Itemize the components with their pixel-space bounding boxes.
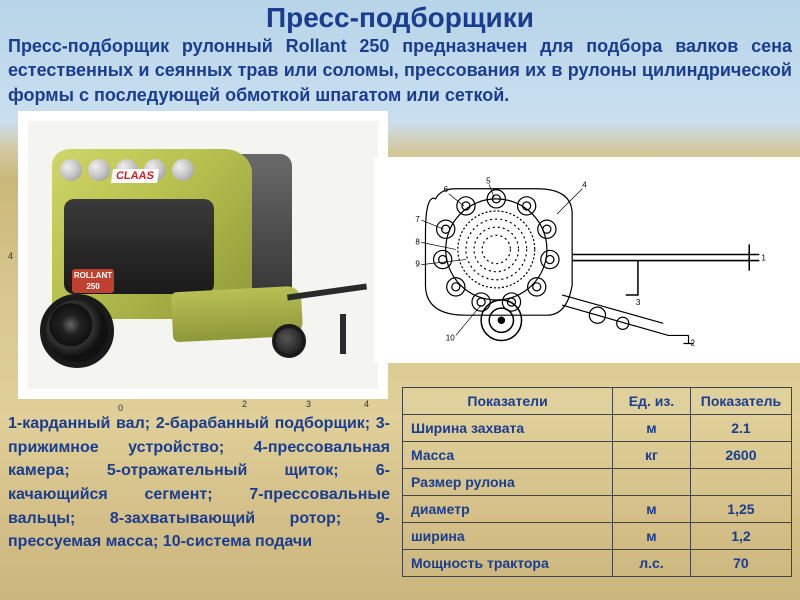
th-value: Показатель [690, 387, 791, 414]
table-row: диаметрм1,25 [403, 495, 792, 522]
axis-x3-label: 4 [364, 399, 369, 409]
spec-table: Показатели Ед. из. Показатель Ширина зах… [402, 387, 792, 577]
diagram-frame: 1 2 3 4 5 6 7 8 9 10 [374, 157, 800, 363]
table-row: Мощность тракторал.с.70 [403, 549, 792, 576]
th-indicator: Показатели [403, 387, 613, 414]
svg-text:7: 7 [415, 215, 420, 224]
cell-unit: кг [613, 441, 691, 468]
model-badge: ROLLANT250 [72, 269, 114, 293]
cell-value: 70 [690, 549, 791, 576]
table-row: ширинам1,2 [403, 522, 792, 549]
svg-text:3: 3 [636, 298, 641, 307]
svg-text:8: 8 [415, 238, 420, 247]
cell-label: Размер рулона [403, 468, 613, 495]
cell-unit: м [613, 495, 691, 522]
cell-value: 1,2 [690, 522, 791, 549]
axis-x1-label: 2 [242, 399, 247, 409]
cell-value: 1,25 [690, 495, 791, 522]
baler-photo: CLAAS ROLLANT250 [28, 121, 378, 389]
svg-text:10: 10 [445, 334, 454, 343]
cell-label: Ширина захвата [403, 414, 613, 441]
axis-y-label: 4 [8, 251, 13, 261]
brand-logo: CLAAS [111, 169, 159, 183]
table-row: Размер рулона [403, 468, 792, 495]
cell-unit: м [613, 414, 691, 441]
th-unit: Ед. из. [613, 387, 691, 414]
cell-label: Масса [403, 441, 613, 468]
table-row: Ширина захватам2.1 [403, 414, 792, 441]
axis-x2-label: 3 [306, 399, 311, 409]
diagram-legend: 1-карданный вал; 2-барабанный подборщик;… [8, 412, 390, 554]
cell-value [690, 468, 791, 495]
cell-label: диаметр [403, 495, 613, 522]
cell-unit: л.с. [613, 549, 691, 576]
intro-text: Пресс-подборщик рулонный Rollant 250 пре… [0, 34, 800, 107]
cell-unit [613, 468, 691, 495]
cell-label: Мощность трактора [403, 549, 613, 576]
svg-text:1: 1 [761, 254, 766, 263]
table-header-row: Показатели Ед. из. Показатель [403, 387, 792, 414]
svg-text:2: 2 [690, 339, 695, 348]
cell-value: 2600 [690, 441, 791, 468]
cell-value: 2.1 [690, 414, 791, 441]
svg-text:4: 4 [582, 181, 587, 190]
svg-text:9: 9 [415, 260, 420, 269]
cell-unit: м [613, 522, 691, 549]
cell-label: ширина [403, 522, 613, 549]
table-row: Массакг2600 [403, 441, 792, 468]
svg-text:5: 5 [486, 177, 491, 186]
baler-diagram: 1 2 3 4 5 6 7 8 9 10 [385, 172, 790, 347]
content-area: CLAAS ROLLANT250 4 0 2 3 4 [0, 107, 800, 577]
page-title: Пресс-подборщики [0, 0, 800, 34]
photo-frame: CLAAS ROLLANT250 [18, 111, 388, 399]
svg-text:6: 6 [443, 185, 448, 194]
